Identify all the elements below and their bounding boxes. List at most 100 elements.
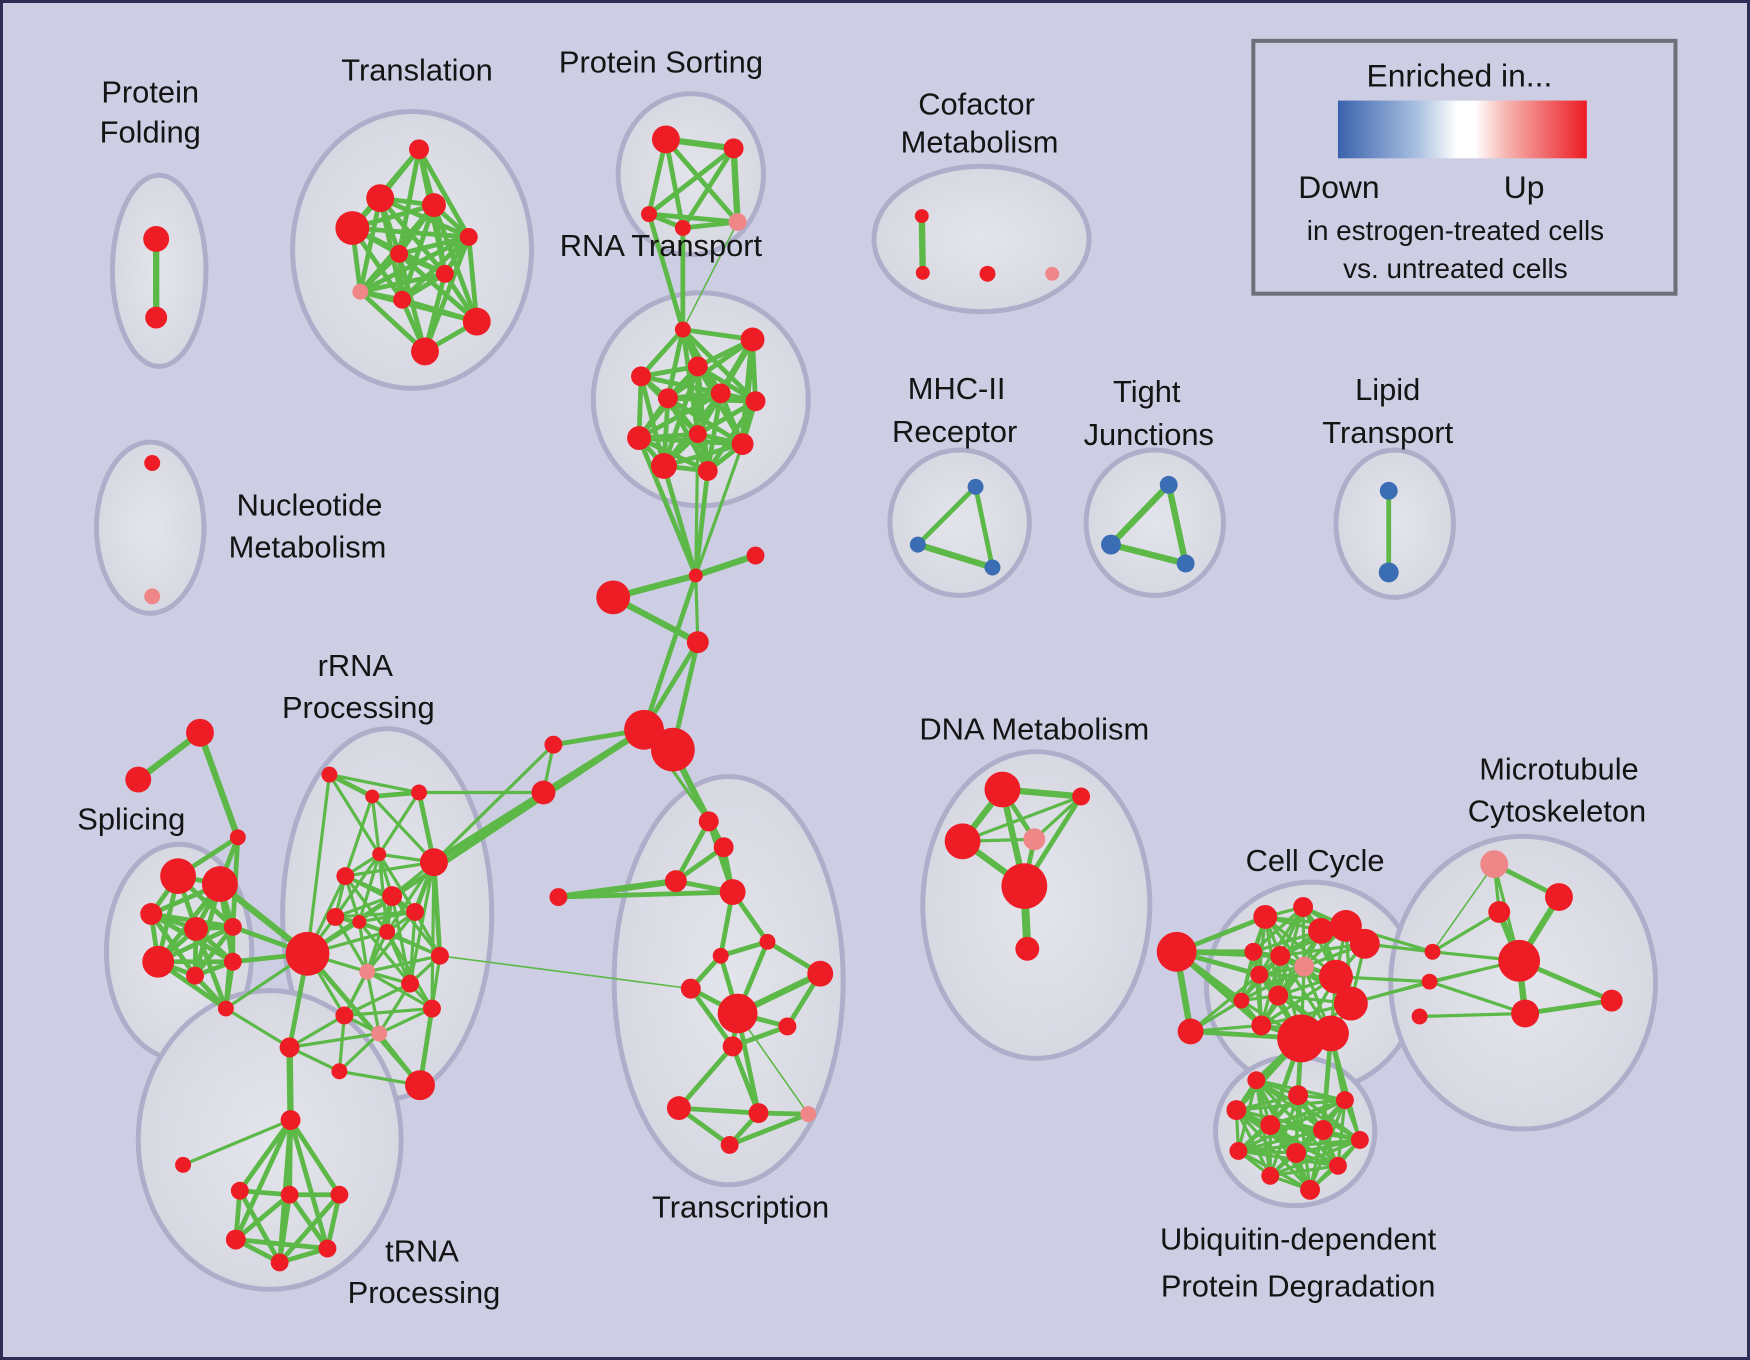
network-node [1233,992,1250,1009]
network-node [125,766,152,793]
cluster-label: Translation [341,53,493,88]
network-edge-inter [181,1118,293,1167]
network-node [1015,936,1040,961]
network-edge [1294,1138,1362,1155]
network-node [1288,1085,1309,1106]
network-edge [663,137,740,225]
network-edge [357,195,383,295]
cluster-label: rRNA [318,648,394,683]
network-node [143,226,170,252]
network-edge [961,794,1083,843]
network-node [984,771,1021,808]
cluster-label: Metabolism [901,124,1059,159]
network-edge [233,1117,293,1242]
network-node [145,306,168,329]
network-edge [718,939,770,959]
network-edge [343,860,436,878]
network-node [1293,897,1314,917]
network-edge [680,219,740,231]
cluster-label: Folding [100,114,201,149]
network-node [1378,562,1399,583]
network-edge [385,930,412,986]
network-edge [343,874,417,914]
network-edge [1251,905,1305,954]
network-edge [327,772,381,856]
network-edge [288,1117,342,1198]
cluster-label: Metabolism [229,530,387,565]
network-edge [661,441,745,469]
network-edge [730,145,741,226]
cluster-label: Splicing [77,801,185,836]
network-edge [914,541,996,571]
network-node [359,963,376,980]
network-node [1333,986,1368,1021]
network-node [731,433,754,455]
network-node [390,244,409,263]
network-edge [1165,481,1189,567]
legend-box [1251,38,1678,296]
network-node [687,356,708,377]
network-node [712,947,729,964]
cluster-label: Processing [348,1275,501,1310]
network-edge [680,145,737,231]
network-edge [333,894,394,919]
network-node [230,1181,249,1200]
network-edge-inter [694,442,745,578]
network-edge [1431,863,1496,953]
network-node [1511,999,1540,1028]
network-node [372,847,387,862]
network-node [657,388,678,409]
network-edge [1236,1128,1325,1153]
network-node [1350,1131,1369,1149]
network-node [1260,1115,1281,1135]
network-edge [385,930,442,958]
cluster-label: Cytoskeleton [1468,793,1646,828]
network-node [915,265,930,280]
cluster-label: MHC-II [908,371,1006,406]
network-node [1156,931,1197,972]
network-node [1294,956,1315,977]
network-node [223,952,242,971]
network-node [1349,928,1380,959]
network-node [680,978,701,999]
network-edge [333,915,369,974]
network-node [423,999,441,1018]
network-node [740,327,765,352]
network-node [422,193,446,218]
network-node [366,184,395,213]
network-edge [1257,905,1305,977]
network-node [1600,989,1623,1012]
cluster-labels: Protein Folding Translation Protein Sorting… [77,45,1646,1311]
cluster-ellipse-lp [1333,447,1456,600]
cluster-label: Protein Degradation [1161,1268,1435,1303]
network-node [1421,973,1438,990]
network-node [1045,266,1060,281]
network-edge-inter [286,1044,294,1124]
network-node [279,1037,300,1058]
network-edge [396,234,472,257]
network-edge [343,794,374,878]
network-node [1268,985,1289,1006]
network-node [430,946,449,965]
network-node [1424,943,1441,960]
cluster-ellipse-cf [871,163,1092,315]
network-node [382,886,403,906]
network-edge-inter [694,432,700,578]
cluster-label: Processing [282,690,435,725]
network-node [379,923,396,940]
network-node [459,228,478,246]
network-edge [638,373,724,396]
network-node [651,125,680,154]
network-node [217,1000,234,1017]
network-edge [337,1031,381,1073]
network-edge [370,794,436,864]
network-edge [1189,973,1261,1034]
network-node [1545,883,1573,911]
network-edge [396,251,480,324]
network-node [335,211,370,245]
network-edge [918,212,926,276]
network-node [1001,863,1048,909]
network-edge [277,1192,342,1265]
network-node [650,453,677,479]
network-node [1270,945,1291,966]
